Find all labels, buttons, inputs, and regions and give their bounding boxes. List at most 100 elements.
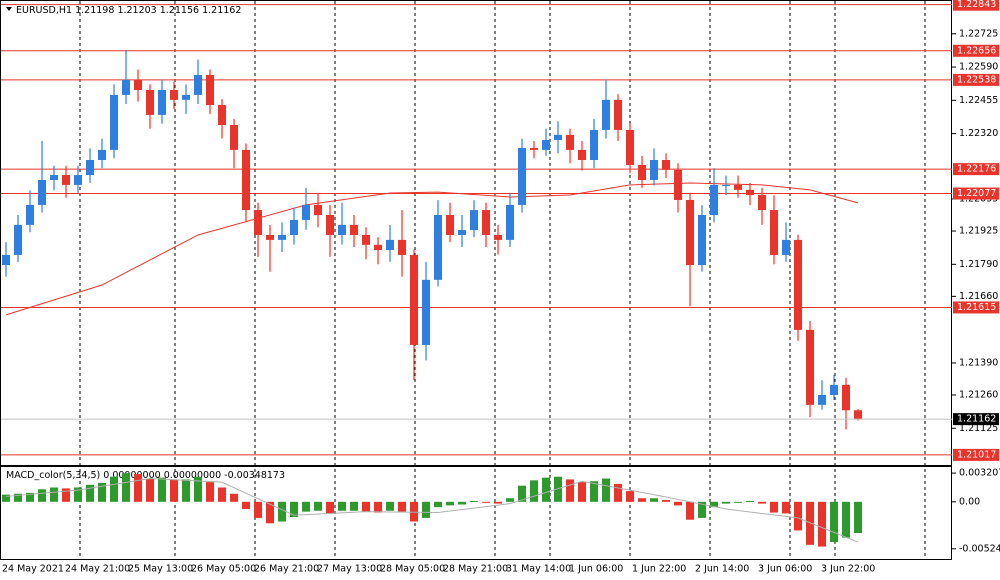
candle-body <box>734 184 742 190</box>
macd-bar <box>86 484 94 502</box>
level-label: 1.22538 <box>957 74 996 85</box>
moving-average <box>5 182 859 316</box>
macd-frame <box>0 466 952 560</box>
candle-body <box>14 224 22 255</box>
level-label-box <box>953 301 999 314</box>
macd-bar <box>638 498 646 502</box>
candle-body <box>746 189 754 196</box>
x-tick-label: 2 Jun 14:00 <box>695 564 749 575</box>
candle-body <box>290 219 298 235</box>
candle-body <box>206 74 214 106</box>
macd-bar <box>470 500 478 502</box>
candle-body <box>170 89 178 100</box>
candle-body <box>134 79 142 90</box>
candle-body <box>182 94 190 100</box>
macd-bar <box>74 487 82 502</box>
macd-bar <box>818 501 826 547</box>
macd-bar <box>794 501 802 531</box>
candle-body <box>458 230 466 235</box>
candle-body <box>386 239 394 251</box>
macd-bar <box>506 498 514 502</box>
macd-bar <box>530 480 538 502</box>
chart-title: EURUSD,H1 1.21198 1.21203 1.21156 1.2116… <box>16 5 241 16</box>
macd-bar <box>626 491 634 502</box>
y-tick-label: 1.21260 <box>959 389 998 400</box>
macd-bar <box>842 501 850 538</box>
macd-bar <box>782 501 790 514</box>
macd-bar <box>590 481 598 502</box>
candle-body <box>146 89 154 115</box>
x-tick-label: 3 Jun 06:00 <box>758 564 812 575</box>
macd-bar <box>314 501 322 511</box>
y-tick-label: 1.22455 <box>959 95 998 106</box>
macd-bar <box>482 501 490 503</box>
macd-tick-label: 0.00 <box>959 496 980 507</box>
macd-bar <box>50 487 58 502</box>
level-label: 1.22176 <box>957 164 996 175</box>
current-price-label: 1.21162 <box>957 414 996 425</box>
level-label-box <box>953 163 999 176</box>
candle-body <box>158 89 166 115</box>
candle-body <box>506 204 514 240</box>
candle-body <box>218 105 226 126</box>
macd-signal <box>5 478 859 543</box>
level-label: 1.21017 <box>957 449 996 460</box>
macd-bar <box>98 483 106 502</box>
macd-bar <box>2 494 10 502</box>
candle-body <box>446 214 454 235</box>
last-low: 1.21156 <box>160 5 199 16</box>
x-tick-label: 31 May 14:00 <box>506 564 571 575</box>
macd-bar <box>422 501 430 518</box>
candle-body <box>242 149 250 211</box>
macd-bar <box>110 476 118 502</box>
y-tick-label: 1.21125 <box>959 423 998 434</box>
x-tick-label: 25 May 13:00 <box>128 564 193 575</box>
macd-params: MACD_color(5,34,5) 0.00000000 0.00000000 <box>6 470 221 481</box>
macd-bar <box>158 477 166 502</box>
macd-bar <box>554 476 562 502</box>
main-frame <box>0 0 952 466</box>
macd-bar <box>662 500 670 502</box>
candle-body <box>266 234 274 240</box>
candle-body <box>470 210 478 231</box>
candle-body <box>614 99 622 130</box>
macd-bar <box>134 474 142 502</box>
macd-bar <box>290 501 298 518</box>
macd-bar <box>38 489 46 502</box>
candle-body <box>434 214 442 280</box>
candle-body <box>530 147 538 150</box>
macd-bar <box>542 477 550 502</box>
candle-body <box>110 94 118 150</box>
level-label: 1.22077 <box>957 188 996 199</box>
macd-bar <box>602 478 610 502</box>
macd-bar <box>242 501 250 509</box>
macd-bar <box>182 479 190 502</box>
macd-bar <box>674 501 682 506</box>
candle-body <box>494 234 502 240</box>
menu-triangle[interactable] <box>6 7 12 11</box>
candle-body <box>482 210 490 235</box>
macd-bar <box>266 501 274 524</box>
level-label-box <box>953 0 999 11</box>
y-tick-label: 1.21390 <box>959 357 998 368</box>
candle-body <box>554 134 562 141</box>
candle-body <box>410 254 418 345</box>
macd-bar <box>218 487 226 502</box>
macd-bar <box>254 501 262 518</box>
candle-body <box>422 279 430 345</box>
x-tick-label: 26 May 05:00 <box>191 564 256 575</box>
macd-bar <box>14 493 22 502</box>
macd-bar <box>650 498 658 502</box>
candle-body <box>770 210 778 255</box>
candle-body <box>710 184 718 215</box>
macd-bar <box>230 493 238 502</box>
macd-bar <box>566 479 574 502</box>
macd-bar <box>830 501 838 543</box>
macd-bar <box>710 501 718 508</box>
macd-bar <box>686 501 694 520</box>
candle-body <box>542 140 550 150</box>
candle-body <box>662 160 670 170</box>
candle-body <box>686 199 694 266</box>
macd-bar <box>458 501 466 505</box>
